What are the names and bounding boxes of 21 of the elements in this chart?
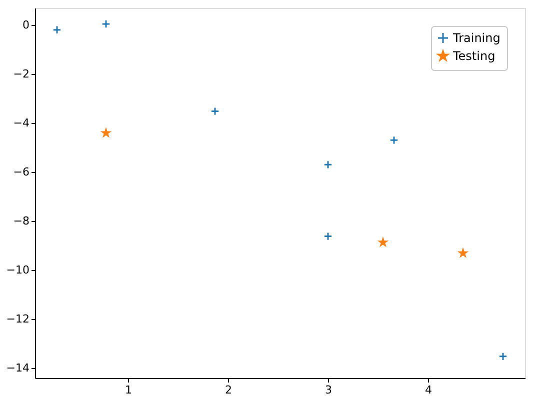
y-tick-label: −10 <box>6 264 30 277</box>
y-tick-label: 0 <box>22 18 30 32</box>
legend-label: Testing <box>452 49 496 63</box>
y-tick-label: −8 <box>13 214 30 228</box>
y-tick-label: −2 <box>13 67 30 80</box>
x-tick-label: 1 <box>125 384 132 396</box>
y-tick-label: −4 <box>13 116 30 130</box>
point <box>324 160 332 169</box>
legend-label: Training <box>452 31 500 45</box>
point <box>102 20 110 28</box>
point <box>390 136 398 144</box>
point <box>52 26 62 34</box>
y-tick-label: −6 <box>13 166 30 179</box>
x-tick-label: 4 <box>425 384 432 396</box>
point <box>498 352 508 361</box>
y-tick-label: −14 <box>6 362 30 375</box>
point <box>210 106 220 116</box>
x-tick-label: 3 <box>325 384 332 396</box>
y-tick-label: −12 <box>6 312 30 326</box>
point <box>324 232 332 241</box>
x-tick-label: 2 <box>225 384 232 396</box>
